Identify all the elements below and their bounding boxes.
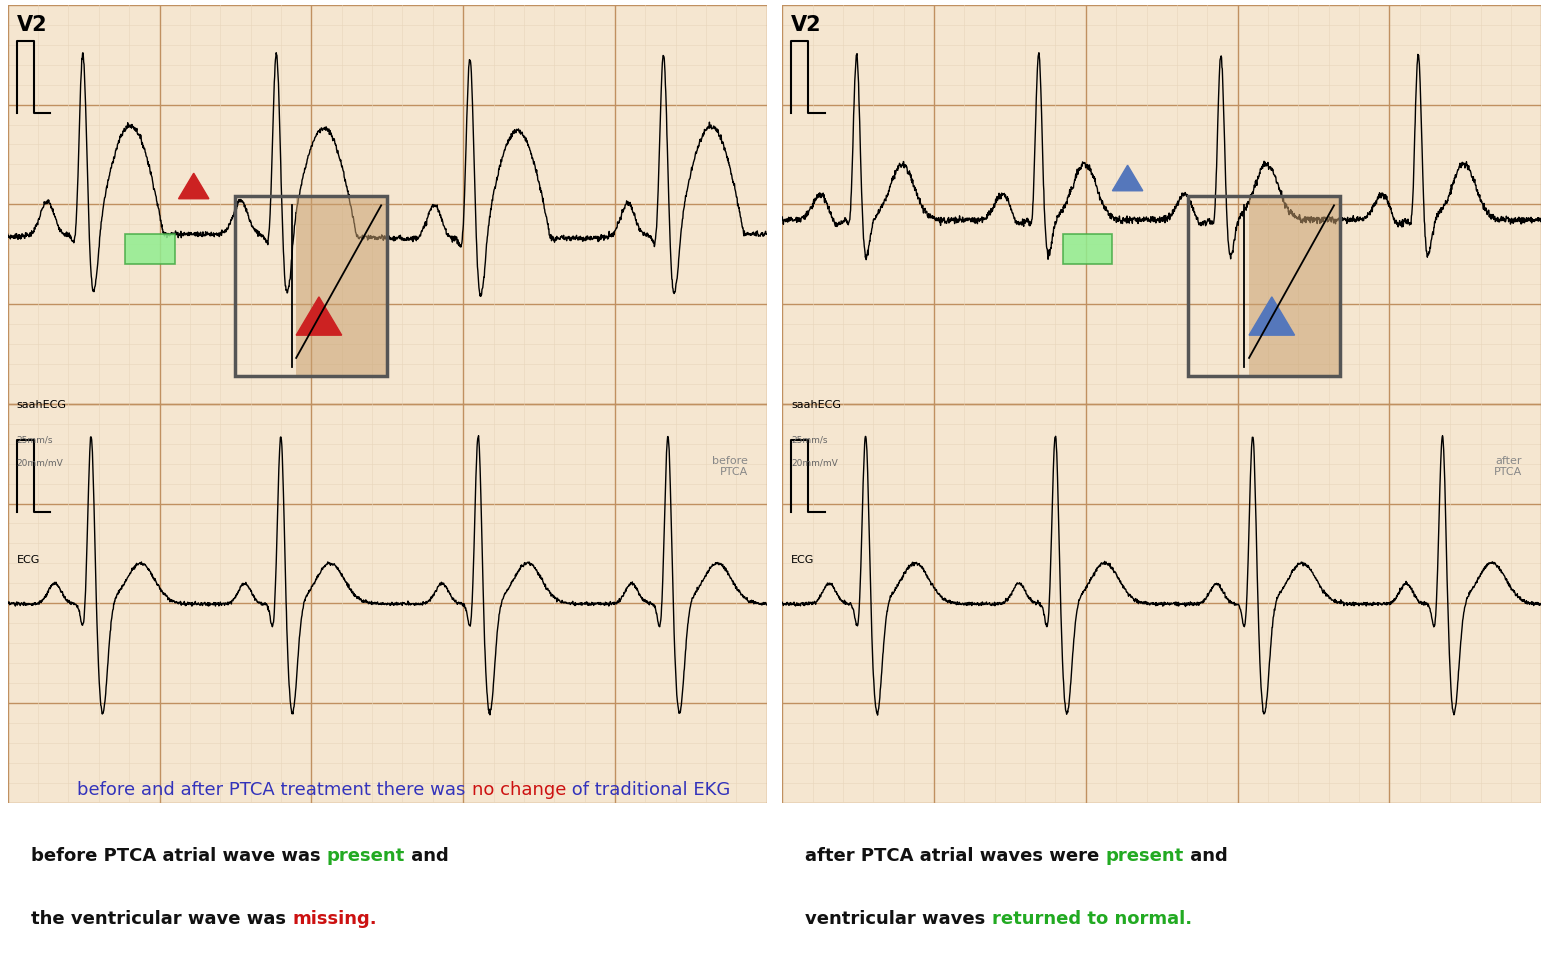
Text: before
PTCA: before PTCA [713, 455, 748, 477]
Text: saahECG: saahECG [792, 400, 841, 410]
Polygon shape [296, 297, 342, 335]
Bar [235, 197, 387, 376]
Bar [296, 197, 387, 376]
Bar [1063, 234, 1112, 265]
Text: after PTCA atrial waves were: after PTCA atrial waves were [805, 847, 1106, 865]
Text: the ventricular wave was: the ventricular wave was [31, 911, 293, 928]
Bar [1248, 197, 1340, 376]
Text: no change: no change [471, 781, 565, 799]
Text: ECG: ECG [792, 556, 815, 565]
Bar [782, 404, 1541, 803]
Text: saahECG: saahECG [17, 400, 67, 410]
Bar [125, 234, 175, 265]
Text: present: present [1106, 847, 1185, 865]
Polygon shape [1112, 165, 1143, 191]
Text: ventricular waves: ventricular waves [805, 911, 991, 928]
Text: before and after PTCA treatment there was: before and after PTCA treatment there wa… [77, 781, 471, 799]
Polygon shape [178, 173, 209, 198]
Text: ECG: ECG [17, 556, 40, 565]
Bar [8, 404, 767, 803]
Bar [1188, 197, 1340, 376]
Text: 20mm/mV: 20mm/mV [17, 458, 64, 467]
Text: and: and [406, 847, 449, 865]
Text: returned to normal.: returned to normal. [991, 911, 1193, 928]
Text: 20mm/mV: 20mm/mV [792, 458, 838, 467]
Text: before PTCA atrial wave was: before PTCA atrial wave was [31, 847, 327, 865]
Bar [782, 5, 1541, 404]
Text: after
PTCA: after PTCA [1495, 455, 1523, 477]
Polygon shape [1248, 297, 1295, 335]
Text: 25mm/s: 25mm/s [17, 436, 53, 445]
Text: 25mm/s: 25mm/s [792, 436, 827, 445]
Text: and: and [1185, 847, 1228, 865]
Text: V2: V2 [792, 16, 823, 35]
Text: missing.: missing. [293, 911, 376, 928]
Text: present: present [327, 847, 406, 865]
Text: of traditional EKG: of traditional EKG [565, 781, 730, 799]
Text: V2: V2 [17, 16, 48, 35]
Bar [8, 5, 767, 404]
